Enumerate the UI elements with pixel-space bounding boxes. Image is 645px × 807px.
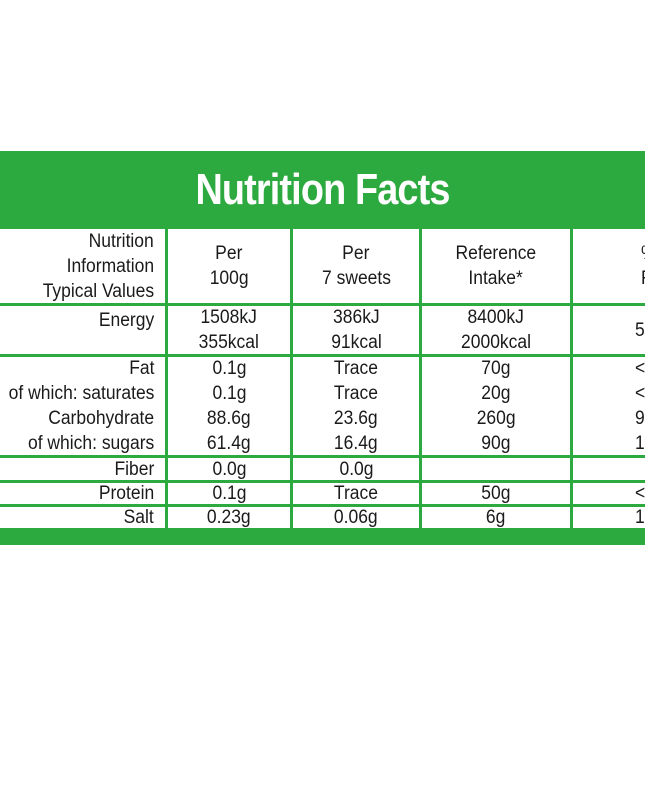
protein-reference-cell: 50g: [422, 483, 570, 504]
sugars-reference: 90g: [481, 433, 511, 454]
energy-per-serving-cell: 386kJ 91kcal: [293, 306, 419, 354]
header-percent-line: R: [641, 266, 645, 291]
header-per-serving-line: Per: [342, 243, 370, 264]
protein-label: Protein: [98, 483, 154, 504]
fat-per-serving: Trace: [333, 358, 379, 379]
fiber-per100g-cell: 0.0g: [168, 458, 290, 480]
fiber-reference-cell: [422, 458, 570, 480]
fiber-per-serving: 0.0g: [338, 458, 374, 480]
protein-per100g: 0.1g: [211, 483, 247, 504]
energy-per100g-kcal: 355kcal: [198, 332, 260, 353]
protein-reference: 50g: [481, 483, 511, 504]
salt-percent: 1%: [635, 507, 645, 528]
header-label-line: Typical Values: [42, 280, 154, 302]
header-label-line: Nutrition: [88, 230, 154, 252]
sugars-label: of which: sugars: [27, 433, 154, 454]
header-per-serving-line: 7 sweets: [321, 268, 391, 289]
header-percent-line: %: [641, 241, 645, 266]
header-per-serving-cell: Per 7 sweets: [293, 229, 419, 303]
header-per100g-cell: Per 100g: [168, 229, 290, 303]
fiber-percent-cell: [573, 458, 645, 480]
energy-per100g-cell: 1508kJ 355kcal: [168, 306, 290, 354]
fiber-label: Fiber: [114, 458, 154, 480]
saturates-reference: 20g: [481, 383, 511, 404]
header-label-cell: Nutrition Information Typical Values: [0, 229, 165, 303]
header-reference-line: Reference: [455, 243, 537, 264]
energy-reference-kj: 8400kJ: [467, 307, 525, 328]
protein-percent: <1: [635, 483, 645, 504]
fat-carb-per100g-cell: 0.1g 0.1g 88.6g 61.4g: [168, 357, 290, 455]
header-per100g-line: 100g: [209, 268, 249, 289]
carbohydrate-per-serving: 23.6g: [334, 408, 378, 429]
saturates-per-serving: Trace: [333, 383, 379, 404]
carbohydrate-percent: 9%: [635, 408, 645, 429]
nutrition-table: Nutrition Information Typical Values Per…: [0, 229, 645, 528]
fiber-label-cell: Fiber: [0, 458, 165, 480]
header-per100g-line: Per: [215, 243, 243, 264]
fat-percent: <1: [635, 358, 645, 379]
header-percent-cell: % R: [573, 229, 645, 303]
saturates-percent: <1: [635, 383, 645, 404]
fiber-per-serving-cell: 0.0g: [293, 458, 419, 480]
fat-reference: 70g: [481, 358, 511, 379]
protein-per-serving: Trace: [333, 483, 379, 504]
saturates-per100g: 0.1g: [211, 383, 247, 404]
protein-percent-cell: <1: [573, 483, 645, 504]
protein-per100g-cell: 0.1g: [168, 483, 290, 504]
sugars-percent: 18: [635, 433, 645, 454]
energy-label-cell: Energy: [0, 306, 165, 354]
sugars-per-serving: 16.4g: [334, 433, 378, 454]
sugars-per100g: 61.4g: [207, 433, 251, 454]
energy-reference-kcal: 2000kcal: [461, 332, 531, 353]
salt-per-serving: 0.06g: [334, 507, 378, 528]
fat-carb-percent-cell: <1 <1 9% 18: [573, 357, 645, 455]
salt-per-serving-cell: 0.06g: [293, 507, 419, 528]
page-title: Nutrition Facts: [195, 165, 450, 214]
salt-per100g-cell: 0.23g: [168, 507, 290, 528]
fiber-per100g: 0.0g: [211, 458, 247, 480]
saturates-label: of which: saturates: [8, 383, 154, 404]
protein-label-cell: Protein: [0, 483, 165, 504]
salt-reference: 6g: [486, 507, 506, 528]
header-label-line: Information: [66, 255, 154, 277]
fat-carb-reference-cell: 70g 20g 260g 90g: [422, 357, 570, 455]
carbohydrate-reference: 260g: [476, 408, 516, 429]
salt-label: Salt: [123, 507, 154, 528]
salt-reference-cell: 6g: [422, 507, 570, 528]
salt-per100g: 0.23g: [207, 507, 251, 528]
carbohydrate-per100g: 88.6g: [207, 408, 251, 429]
salt-label-cell: Salt: [0, 507, 165, 528]
fat-per100g: 0.1g: [211, 358, 247, 379]
energy-reference-cell: 8400kJ 2000kcal: [422, 306, 570, 354]
energy-label: Energy: [98, 310, 154, 331]
protein-per-serving-cell: Trace: [293, 483, 419, 504]
salt-percent-cell: 1%: [573, 507, 645, 528]
energy-per-serving-kcal: 91kcal: [330, 332, 382, 353]
energy-per100g-kj: 1508kJ: [200, 307, 258, 328]
header-reference-cell: Reference Intake*: [422, 229, 570, 303]
header-reference-line: Intake*: [468, 268, 524, 289]
energy-percent: 5%: [635, 319, 645, 341]
fat-carb-per-serving-cell: Trace Trace 23.6g 16.4g: [293, 357, 419, 455]
energy-percent-cell: 5%: [573, 306, 645, 354]
energy-per-serving-kj: 386kJ: [332, 307, 380, 328]
fat-carb-label-cell: Fat of which: saturates Carbohydrate of …: [0, 357, 165, 455]
fat-label: Fat: [128, 358, 154, 379]
carbohydrate-label: Carbohydrate: [48, 408, 154, 429]
